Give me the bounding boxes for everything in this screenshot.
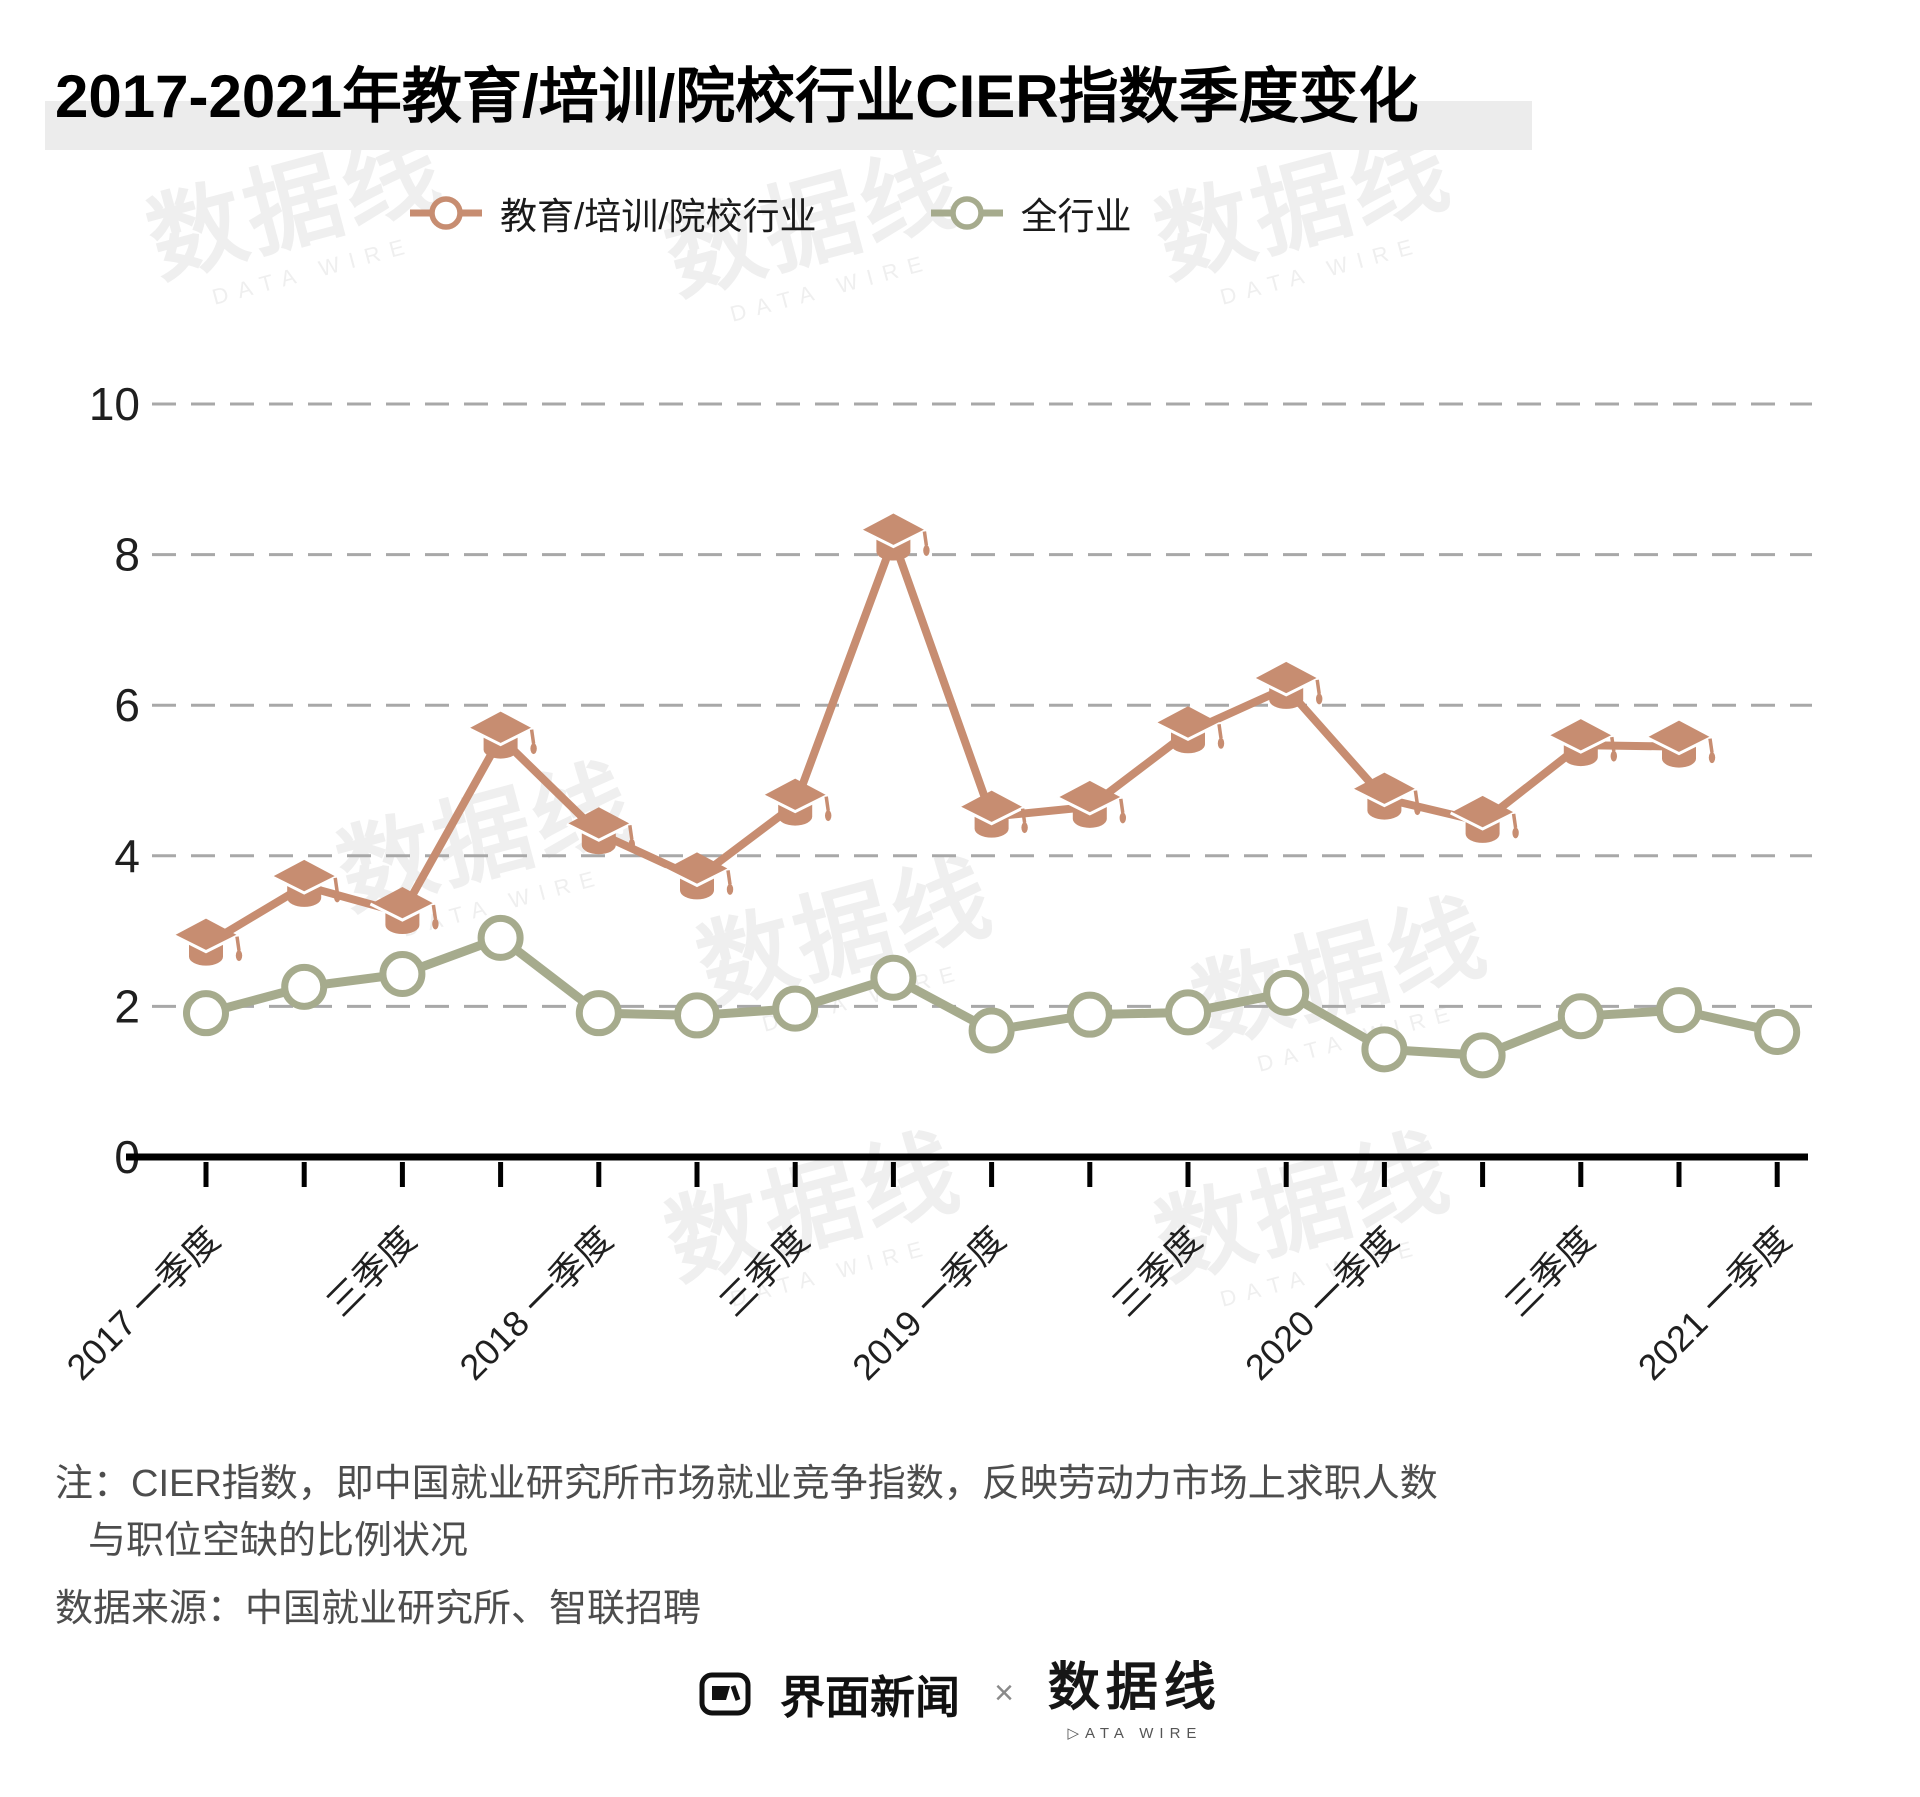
graduation-cap-marker: [1351, 772, 1421, 820]
x-axis-label: 2019 一季度: [844, 1219, 1013, 1388]
legend-item-all-industry: 全行业: [929, 186, 1132, 240]
x-axis-label: 2021 一季度: [1630, 1219, 1799, 1388]
y-axis-label: 4: [114, 830, 140, 882]
legend-label-all-industry: 全行业: [1020, 196, 1132, 237]
circle-marker: [870, 954, 917, 1001]
circle-marker: [1066, 991, 1113, 1038]
y-axis-label: 2: [114, 980, 140, 1032]
circle-marker: [1165, 989, 1211, 1036]
graduation-cap-marker: [664, 852, 734, 900]
graduation-cap-marker: [566, 807, 635, 855]
graduation-cap-marker: [1548, 719, 1617, 767]
graduation-cap-marker: [467, 711, 537, 759]
circle-marker: [183, 990, 229, 1037]
jiemian-news-icon: [699, 1672, 751, 1715]
chart-note-line1: 注：CIER指数，即中国就业研究所市场就业竞争指数，反映劳动力市场上求职人数: [55, 1463, 1438, 1505]
y-axis-label: 10: [89, 378, 140, 430]
graduation-cap-marker: [1057, 780, 1126, 828]
circle-marker: [1263, 969, 1310, 1016]
circle-marker: [674, 992, 720, 1039]
chart-legend: 教育/培训/院校行业 全行业: [408, 186, 1132, 240]
x-axis-label: 三季度: [319, 1219, 424, 1324]
graduation-cap-marker: [369, 887, 439, 935]
data-wire-subtext: ▷ATA WIRE: [1067, 1725, 1203, 1742]
footer-logos: 界面新闻 × 数据线 ▷ATA WIRE: [0, 1645, 1920, 1742]
legend-label-education: 教育/培训/院校行业: [500, 196, 817, 237]
data-wire-wordmark: 数据线: [1047, 1659, 1222, 1717]
legend-marker-education-icon: [410, 196, 482, 230]
circle-marker: [968, 1007, 1015, 1054]
series-line-graduation-cap: [203, 535, 1680, 949]
graduation-cap-marker: [1253, 661, 1323, 709]
circle-marker: [1656, 987, 1702, 1034]
chart-note-line2: 与职位空缺的比例状况: [88, 1520, 469, 1562]
graduation-cap-marker: [1646, 720, 1716, 768]
legend-item-education: 教育/培训/院校行业: [408, 186, 817, 240]
graduation-cap-marker: [1155, 706, 1225, 754]
graduation-cap-marker: [958, 790, 1028, 838]
x-axis-label: 2017 一季度: [59, 1219, 228, 1388]
data-source-note: 数据来源：中国就业研究所、智联招聘: [55, 1588, 702, 1630]
graduation-cap-marker: [271, 859, 341, 907]
circle-marker: [477, 914, 524, 961]
title-highlight-band: [45, 101, 1532, 150]
circle-marker: [1361, 1026, 1408, 1073]
circle-marker: [281, 963, 328, 1010]
x-axis-label: 三季度: [1497, 1219, 1602, 1324]
circle-marker: [1557, 993, 1604, 1040]
graduation-cap-marker: [860, 513, 930, 561]
jiemian-news-wordmark: 界面新闻: [780, 1672, 961, 1723]
x-axis-label: 三季度: [711, 1219, 816, 1324]
legend-marker-all-industry-icon: [930, 196, 1003, 230]
circle-marker: [379, 951, 426, 998]
circle-marker: [1459, 1032, 1506, 1079]
circle-marker: [1754, 1009, 1801, 1056]
graduation-cap-marker: [173, 918, 243, 966]
x-axis-label: 2020 一季度: [1237, 1219, 1406, 1388]
graduation-cap-marker: [762, 778, 832, 826]
circle-marker: [575, 990, 622, 1037]
y-axis-label: 6: [114, 679, 140, 731]
circle-marker: [772, 985, 819, 1032]
data-wire-logo: 数据线 ▷ATA WIRE: [1048, 1645, 1222, 1742]
page-title: 2017-2021年教育/培训/院校行业CIER指数季度变化: [55, 63, 1419, 130]
x-axis-label: 2018 一季度: [451, 1219, 620, 1388]
y-axis-label: 8: [114, 529, 140, 581]
graduation-cap-marker: [1449, 795, 1519, 843]
footer-separator: ×: [994, 1674, 1014, 1712]
x-axis-label: 三季度: [1104, 1219, 1209, 1324]
